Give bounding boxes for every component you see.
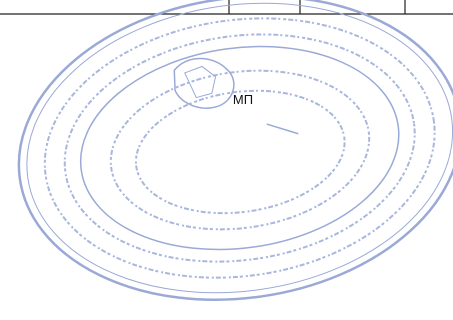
stamp-label: МП (233, 92, 253, 107)
seal-emblem (173, 57, 235, 109)
seal-lettering (43, 17, 436, 279)
seal-emblem (184, 65, 217, 99)
table-edge (0, 0, 453, 15)
seal-lettering (109, 69, 371, 231)
seal-lettering (134, 89, 346, 215)
seal-outer-ring (26, 2, 453, 294)
seal-mark (266, 123, 299, 135)
seal-lettering (63, 33, 416, 263)
seal-inner-ring (79, 45, 400, 251)
